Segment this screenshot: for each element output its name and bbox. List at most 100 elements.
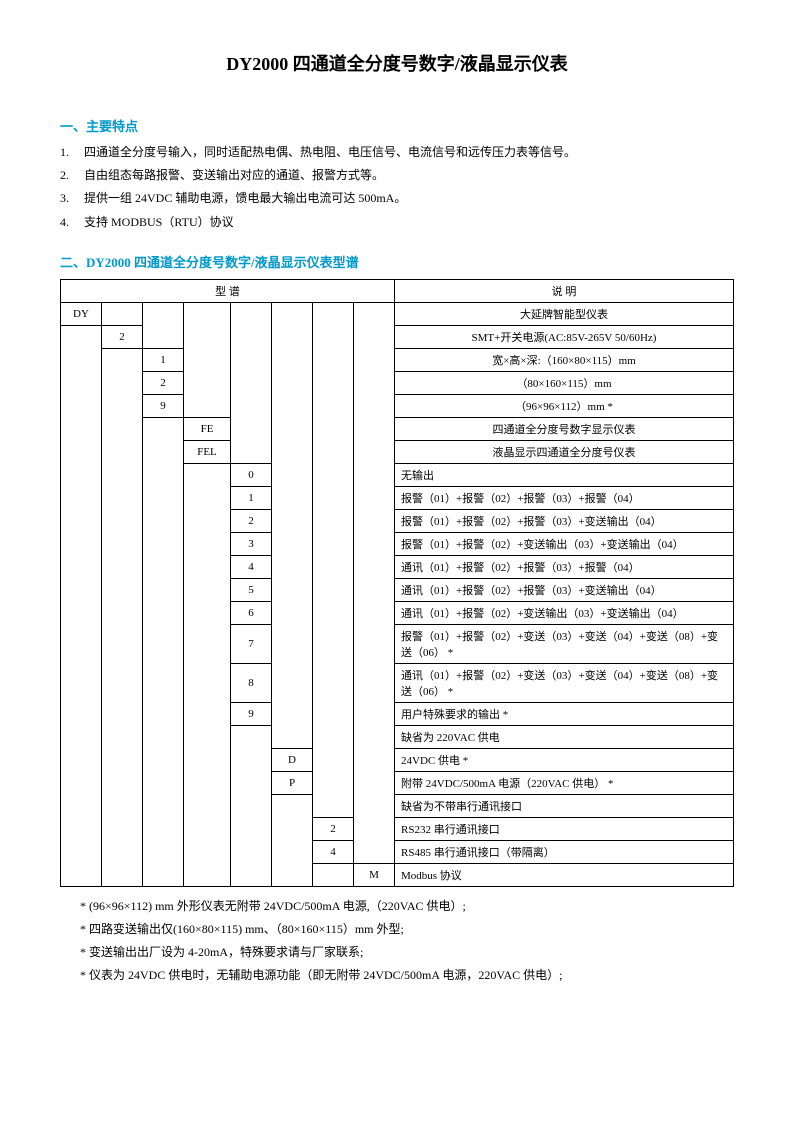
code-cell [143, 663, 184, 702]
code-cell [354, 601, 395, 624]
code-cell [354, 748, 395, 771]
code-cell [143, 840, 184, 863]
feature-text: 四通道全分度号输入，同时适配热电偶、热电阻、电压信号、电流信号和远传压力表等信号… [84, 145, 576, 159]
code-cell [61, 371, 102, 394]
desc-cell: 缺省为 220VAC 供电 [395, 725, 734, 748]
code-cell [143, 440, 184, 463]
code-cell [184, 663, 231, 702]
code-cell [354, 663, 395, 702]
code-cell [313, 348, 354, 371]
table-row: 1宽×高×深:（160×80×115）mm [61, 348, 734, 371]
code-cell [354, 578, 395, 601]
table-row: 9（96×96×112）mm * [61, 394, 734, 417]
code-cell [143, 771, 184, 794]
code-cell: 0 [231, 463, 272, 486]
code-cell [61, 394, 102, 417]
code-cell [61, 863, 102, 886]
code-cell [184, 702, 231, 725]
code-cell [102, 863, 143, 886]
table-row: 4RS485 串行通讯接口（带隔离） [61, 840, 734, 863]
code-cell [272, 702, 313, 725]
code-cell [61, 702, 102, 725]
code-cell [354, 532, 395, 555]
code-cell: DY [61, 302, 102, 325]
code-cell [313, 325, 354, 348]
code-cell [354, 371, 395, 394]
table-row: 2（80×160×115）mm [61, 371, 734, 394]
table-row: 9用户特殊要求的输出 * [61, 702, 734, 725]
code-cell [313, 578, 354, 601]
code-cell [184, 509, 231, 532]
code-cell: 2 [102, 325, 143, 348]
code-cell [102, 794, 143, 817]
code-cell [354, 394, 395, 417]
code-cell [102, 486, 143, 509]
code-cell [102, 748, 143, 771]
note-item: * 四路变送输出仅(160×80×115) mm、（80×160×115）mm … [60, 920, 734, 939]
code-cell [102, 601, 143, 624]
code-cell [272, 463, 313, 486]
code-cell [354, 555, 395, 578]
code-cell [61, 725, 102, 748]
code-cell [184, 794, 231, 817]
table-row: 2报警（01）+报警（02）+报警（03）+变送输出（04） [61, 509, 734, 532]
code-cell [313, 440, 354, 463]
code-cell [354, 794, 395, 817]
note-item: * 变送输出出厂设为 4-20mA，特殊要求请与厂家联系; [60, 943, 734, 962]
code-cell [143, 624, 184, 663]
code-cell: 6 [231, 601, 272, 624]
code-cell [313, 771, 354, 794]
code-cell [313, 601, 354, 624]
code-cell: 1 [231, 486, 272, 509]
code-cell [272, 601, 313, 624]
code-cell [184, 624, 231, 663]
code-cell [231, 440, 272, 463]
desc-cell: 报警（01）+报警（02）+变送（03）+变送（04）+变送（08）+变送（06… [395, 624, 734, 663]
code-cell [143, 601, 184, 624]
code-cell [354, 486, 395, 509]
notes-section: * (96×96×112) mm 外形仪表无附带 24VDC/500mA 电源,… [60, 897, 734, 986]
header-right: 说 明 [395, 279, 734, 302]
code-cell [61, 840, 102, 863]
code-cell [184, 817, 231, 840]
code-cell [272, 863, 313, 886]
desc-cell: 液晶显示四通道全分度号仪表 [395, 440, 734, 463]
code-cell [354, 702, 395, 725]
code-cell [272, 578, 313, 601]
code-cell [102, 817, 143, 840]
code-cell [143, 417, 184, 440]
code-cell [143, 702, 184, 725]
code-cell [61, 748, 102, 771]
code-cell [313, 509, 354, 532]
code-cell [354, 771, 395, 794]
code-cell: 9 [231, 702, 272, 725]
code-cell [102, 532, 143, 555]
feature-item: 4.支持 MODBUS（RTU）协议 [60, 213, 734, 232]
header-left: 型 谱 [61, 279, 395, 302]
code-cell [102, 417, 143, 440]
code-cell [61, 663, 102, 702]
code-cell [313, 463, 354, 486]
desc-cell: Modbus 协议 [395, 863, 734, 886]
code-cell [102, 302, 143, 325]
code-cell [272, 817, 313, 840]
code-cell [184, 302, 231, 325]
code-cell [272, 440, 313, 463]
feature-item: 3.提供一组 24VDC 辅助电源，馈电最大输出电流可达 500mA。 [60, 189, 734, 208]
table-row: 7报警（01）+报警（02）+变送（03）+变送（04）+变送（08）+变送（0… [61, 624, 734, 663]
code-cell [313, 702, 354, 725]
table-row: FE四通道全分度号数字显示仪表 [61, 417, 734, 440]
code-cell: P [272, 771, 313, 794]
code-cell [61, 463, 102, 486]
table-row: FEL液晶显示四通道全分度号仪表 [61, 440, 734, 463]
code-cell: 5 [231, 578, 272, 601]
code-cell [272, 840, 313, 863]
code-cell [354, 725, 395, 748]
code-cell [354, 817, 395, 840]
code-cell [313, 794, 354, 817]
code-cell: 4 [231, 555, 272, 578]
desc-cell: 四通道全分度号数字显示仪表 [395, 417, 734, 440]
code-cell [143, 302, 184, 325]
desc-cell: 24VDC 供电 * [395, 748, 734, 771]
table-row: 0无输出 [61, 463, 734, 486]
